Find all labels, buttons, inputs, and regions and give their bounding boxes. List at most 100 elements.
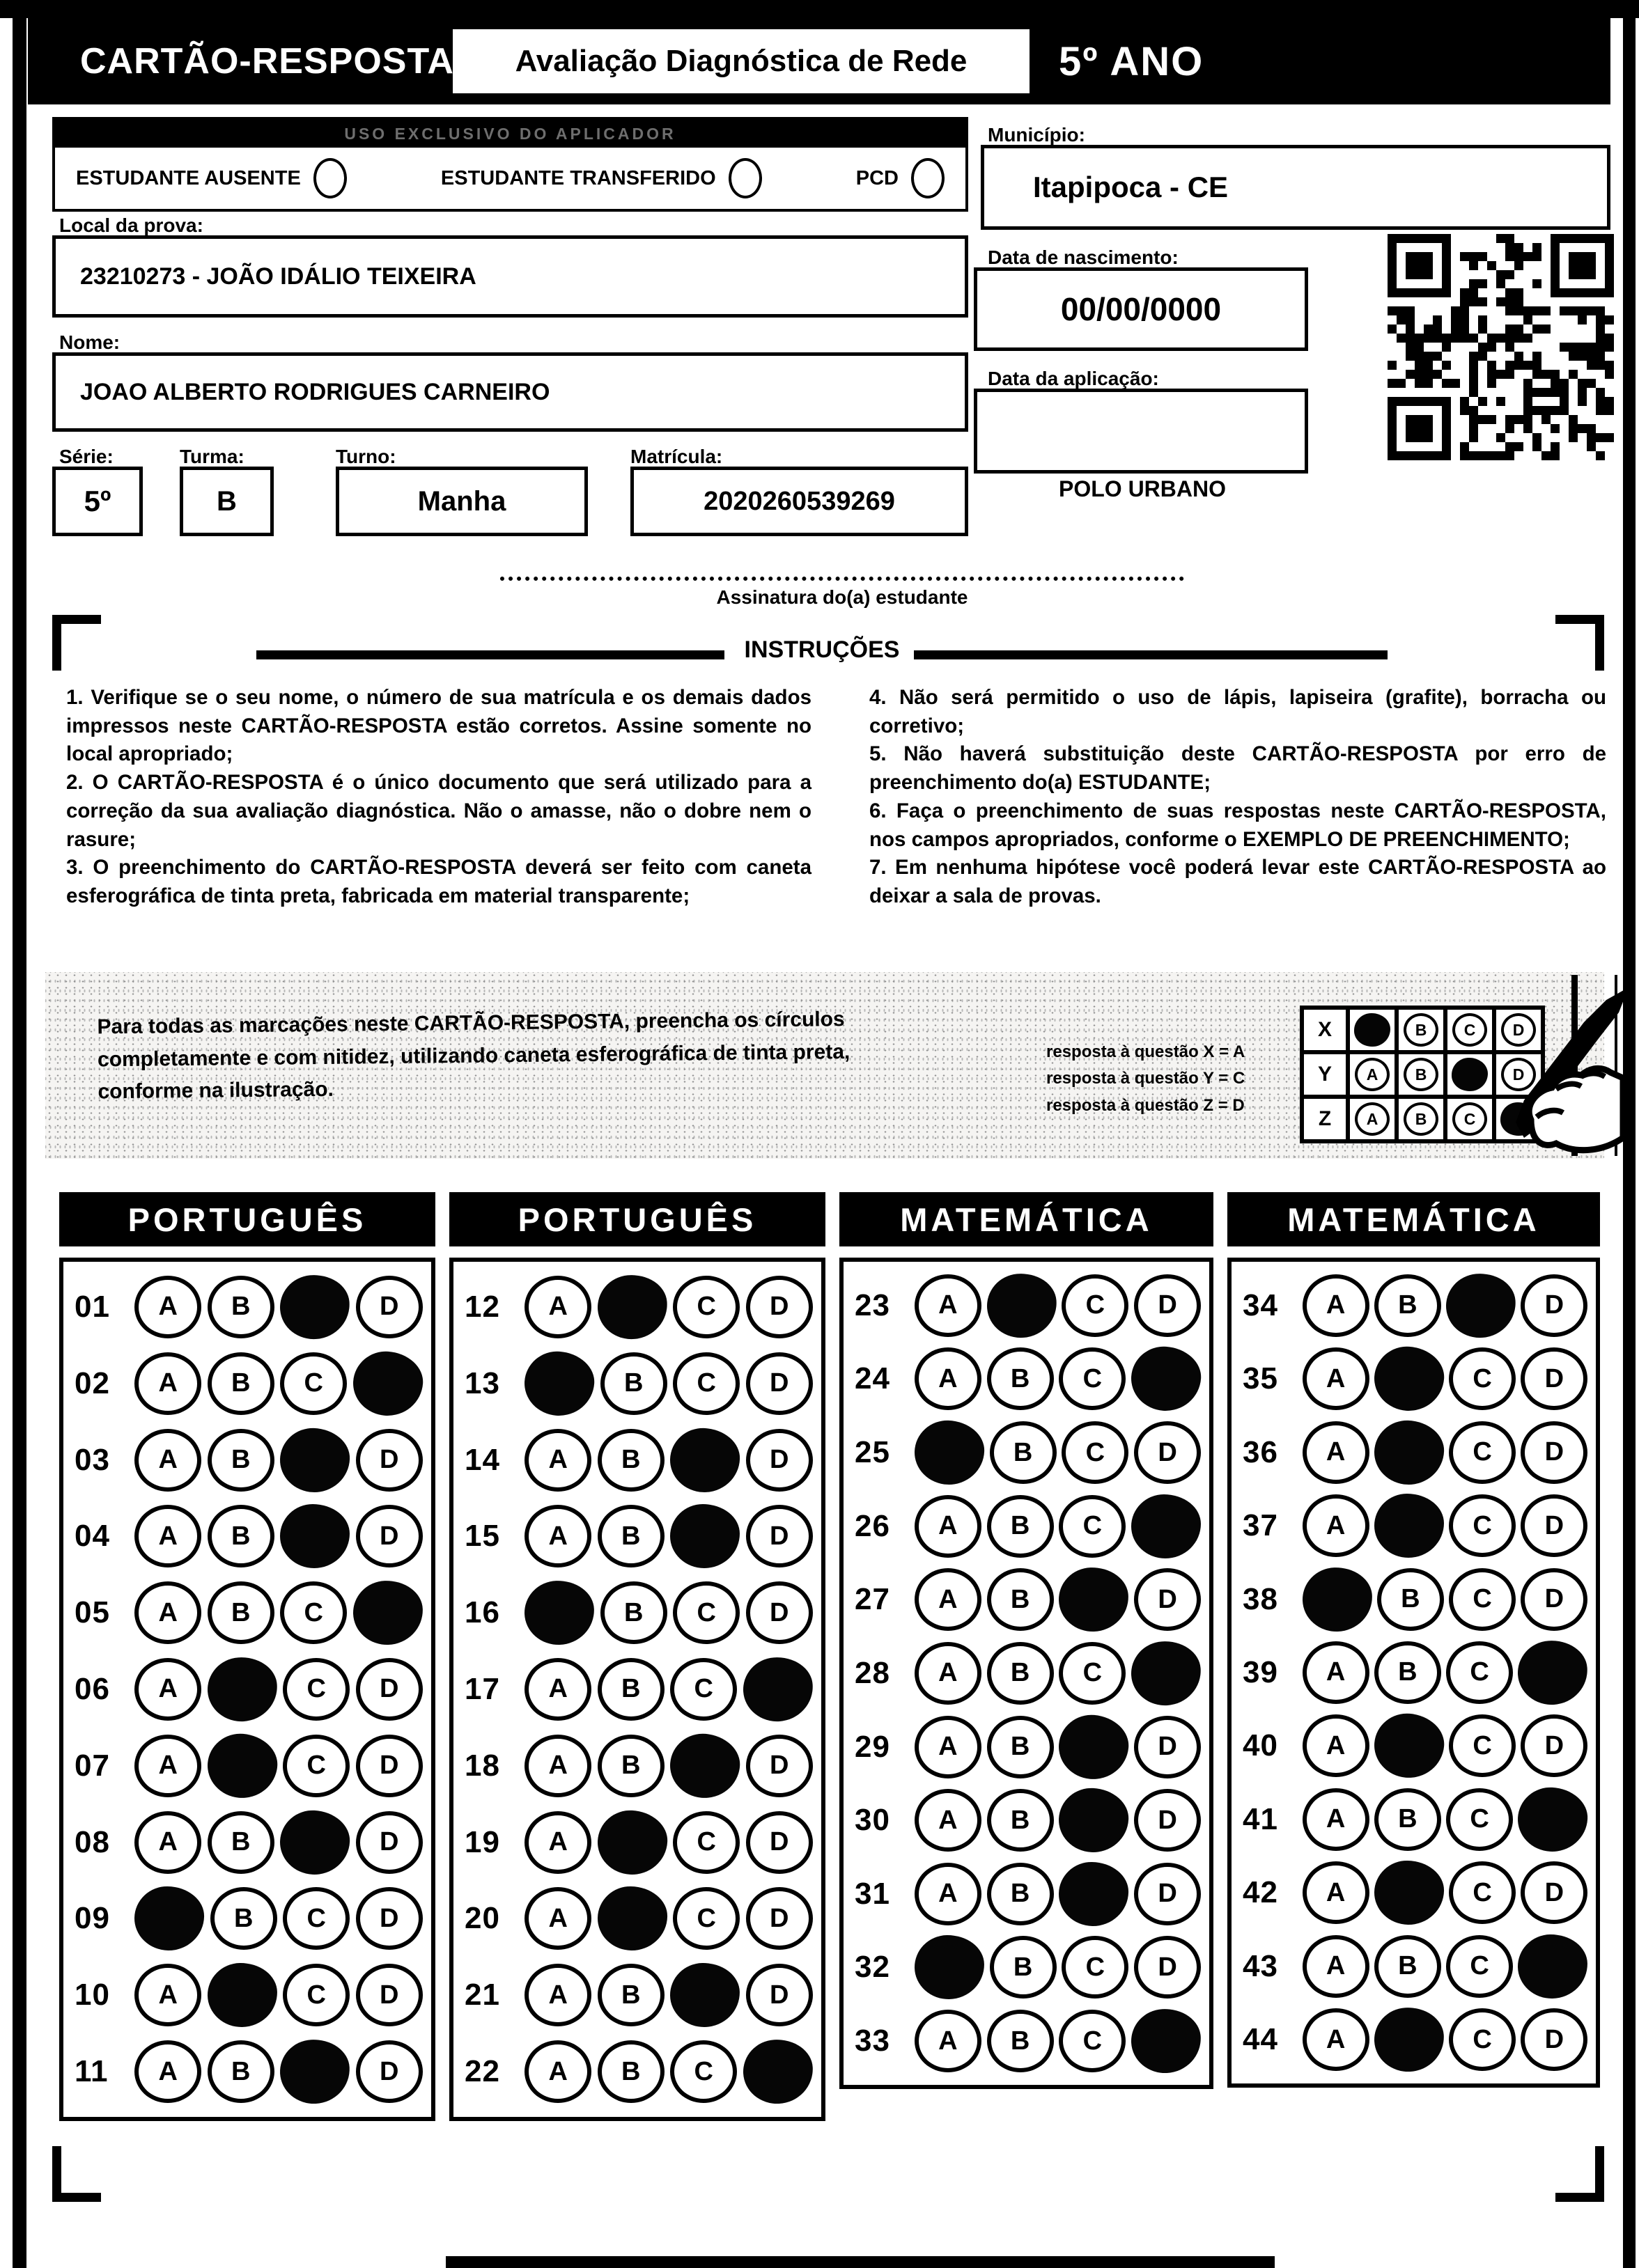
bubble-09-D[interactable]: D <box>355 1887 423 1950</box>
bubble-15-D[interactable]: D <box>745 1505 813 1568</box>
bubble-21-D[interactable]: D <box>745 1964 813 2027</box>
bubble-41-D[interactable] <box>1516 1785 1590 1854</box>
bubble-43-A[interactable]: A <box>1302 1934 1369 1998</box>
bubble-34-D[interactable]: D <box>1521 1274 1588 1337</box>
bubble-07-D[interactable]: D <box>355 1734 423 1797</box>
bubble-28-D[interactable] <box>1129 1639 1204 1708</box>
bubble-22-A[interactable]: A <box>525 2040 592 2104</box>
bubble-27-B[interactable]: B <box>986 1568 1054 1632</box>
bubble-35-C[interactable]: C <box>1449 1347 1516 1411</box>
bubble-18-D[interactable]: D <box>745 1734 813 1797</box>
bubble-10-B[interactable] <box>206 1962 278 2028</box>
bubble-04-B[interactable]: B <box>207 1505 274 1568</box>
estudante-ausente-radio[interactable] <box>313 158 347 198</box>
bubble-23-A[interactable]: A <box>914 1274 981 1337</box>
bubble-23-D[interactable]: D <box>1134 1274 1202 1337</box>
bubble-24-B[interactable]: B <box>986 1347 1054 1411</box>
bubble-09-A[interactable] <box>134 1886 205 1952</box>
bubble-33-C[interactable]: C <box>1059 2010 1126 2073</box>
bubble-34-B[interactable]: B <box>1374 1274 1441 1337</box>
bubble-43-B[interactable]: B <box>1374 1934 1441 1998</box>
bubble-31-B[interactable]: B <box>986 1862 1054 1925</box>
bubble-37-C[interactable]: C <box>1449 1494 1516 1558</box>
bubble-16-A[interactable] <box>523 1579 596 1646</box>
bubble-13-D[interactable]: D <box>745 1352 813 1415</box>
bubble-15-B[interactable]: B <box>597 1505 665 1568</box>
bubble-32-A[interactable] <box>914 1934 985 2001</box>
bubble-39-D[interactable] <box>1516 1638 1590 1707</box>
bubble-29-D[interactable]: D <box>1134 1715 1202 1778</box>
bubble-20-A[interactable]: A <box>525 1887 592 1950</box>
bubble-21-C[interactable] <box>669 1962 741 2028</box>
bubble-19-A[interactable]: A <box>525 1811 592 1874</box>
bubble-36-C[interactable]: C <box>1449 1421 1516 1484</box>
bubble-37-D[interactable]: D <box>1521 1494 1588 1558</box>
bubble-04-D[interactable]: D <box>355 1505 423 1568</box>
bubble-06-C[interactable]: C <box>283 1657 350 1721</box>
bubble-27-C[interactable] <box>1057 1566 1130 1634</box>
bubble-17-C[interactable]: C <box>670 1657 738 1721</box>
bubble-09-B[interactable]: B <box>210 1887 277 1950</box>
bubble-13-C[interactable]: C <box>673 1352 740 1415</box>
bubble-25-D[interactable]: D <box>1134 1421 1202 1485</box>
bubble-18-A[interactable]: A <box>525 1734 592 1797</box>
bubble-26-B[interactable]: B <box>986 1494 1054 1558</box>
bubble-30-C[interactable] <box>1057 1786 1131 1854</box>
bubble-06-A[interactable]: A <box>134 1657 202 1721</box>
bubble-15-A[interactable]: A <box>525 1505 592 1568</box>
bubble-22-C[interactable]: C <box>670 2040 738 2104</box>
bubble-10-C[interactable]: C <box>283 1964 350 2027</box>
bubble-25-C[interactable]: C <box>1062 1421 1129 1485</box>
bubble-28-B[interactable]: B <box>986 1641 1054 1705</box>
bubble-32-D[interactable]: D <box>1134 1936 1202 1999</box>
bubble-05-D[interactable] <box>352 1579 424 1646</box>
bubble-04-C[interactable] <box>280 1504 350 1569</box>
bubble-05-B[interactable]: B <box>207 1581 274 1645</box>
bubble-21-B[interactable]: B <box>597 1964 665 2027</box>
bubble-24-D[interactable] <box>1129 1345 1204 1414</box>
bubble-38-A[interactable] <box>1301 1565 1374 1633</box>
bubble-26-A[interactable]: A <box>914 1494 981 1558</box>
bubble-14-B[interactable]: B <box>597 1428 665 1492</box>
bubble-10-A[interactable]: A <box>134 1964 202 2027</box>
bubble-19-B[interactable] <box>596 1808 669 1877</box>
bubble-44-C[interactable]: C <box>1449 2008 1516 2072</box>
bubble-43-C[interactable]: C <box>1446 1934 1514 1998</box>
bubble-34-A[interactable]: A <box>1302 1274 1369 1337</box>
bubble-27-A[interactable]: A <box>914 1568 981 1632</box>
bubble-02-A[interactable]: A <box>134 1352 202 1415</box>
bubble-39-A[interactable]: A <box>1302 1641 1369 1704</box>
bubble-31-D[interactable]: D <box>1134 1862 1202 1925</box>
bubble-18-C[interactable] <box>667 1730 743 1801</box>
bubble-02-D[interactable] <box>350 1349 425 1418</box>
bubble-29-A[interactable]: A <box>914 1715 981 1778</box>
bubble-30-D[interactable]: D <box>1134 1789 1202 1852</box>
bubble-33-B[interactable]: B <box>986 2010 1054 2073</box>
bubble-36-D[interactable]: D <box>1521 1421 1588 1484</box>
bubble-28-A[interactable]: A <box>914 1641 981 1705</box>
bubble-30-B[interactable]: B <box>986 1789 1054 1852</box>
bubble-22-B[interactable]: B <box>597 2040 665 2104</box>
bubble-08-A[interactable]: A <box>134 1811 202 1874</box>
bubble-32-C[interactable]: C <box>1062 1936 1129 1999</box>
bubble-14-A[interactable]: A <box>525 1428 592 1492</box>
bubble-24-C[interactable]: C <box>1059 1347 1126 1411</box>
bubble-34-C[interactable] <box>1443 1270 1518 1340</box>
bubble-42-A[interactable]: A <box>1302 1861 1369 1925</box>
bubble-35-B[interactable] <box>1372 1344 1446 1414</box>
bubble-38-D[interactable]: D <box>1521 1567 1588 1631</box>
bubble-20-D[interactable]: D <box>745 1887 813 1950</box>
bubble-41-B[interactable]: B <box>1374 1788 1441 1851</box>
bubble-25-A[interactable] <box>913 1419 986 1486</box>
bubble-41-A[interactable]: A <box>1302 1788 1369 1851</box>
bubble-20-C[interactable]: C <box>673 1887 740 1950</box>
bubble-07-B[interactable] <box>204 1730 280 1801</box>
bubble-17-B[interactable]: B <box>597 1657 665 1721</box>
bubble-16-B[interactable]: B <box>600 1581 667 1645</box>
bubble-35-D[interactable]: D <box>1521 1347 1588 1411</box>
bubble-07-C[interactable]: C <box>283 1734 350 1797</box>
bubble-33-D[interactable] <box>1129 2007 1203 2075</box>
bubble-30-A[interactable]: A <box>914 1789 981 1852</box>
estudante-transferido-radio[interactable] <box>728 158 762 198</box>
bubble-01-D[interactable]: D <box>355 1275 423 1338</box>
